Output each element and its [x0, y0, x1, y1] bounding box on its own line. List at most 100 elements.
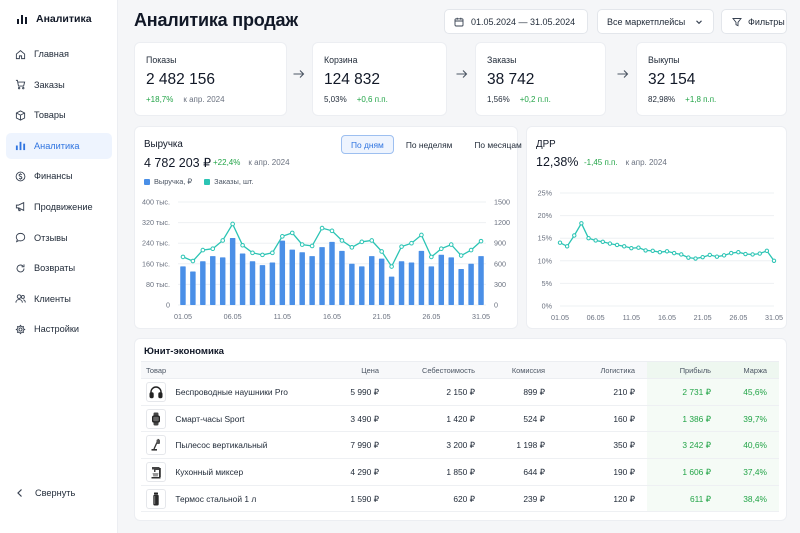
drr-point: [679, 252, 684, 257]
drr-point: [650, 248, 655, 254]
table-row[interactable]: Беспроводные наушники Pro 5 990 ₽ 2 150 …: [141, 378, 779, 406]
sidebar-item-returns[interactable]: Возвраты: [6, 255, 112, 281]
thermos-icon: [153, 492, 159, 506]
sidebar-item-clients[interactable]: Клиенты: [6, 286, 112, 312]
commission-cell: 644 ₽: [487, 458, 557, 486]
price-cell: 3 490 ₽: [319, 405, 391, 433]
y-tick-label: 5%: [542, 279, 553, 288]
table-row[interactable]: Термос стальной 1 л 1 590 ₽ 620 ₽ 239 ₽ …: [141, 485, 779, 513]
y-tick-label-right: 600: [494, 259, 506, 268]
commission-cell: 239 ₽: [487, 485, 557, 513]
orders-point: [438, 246, 444, 251]
date-range-picker[interactable]: 01.05.2024 — 31.05.2024: [444, 9, 588, 34]
marketplace-select[interactable]: Все маркетплейсы: [597, 9, 714, 34]
product-thumbnail: [146, 488, 166, 509]
funnel-rate: 82,98%: [648, 95, 676, 104]
sidebar-item-products[interactable]: Товары: [6, 102, 112, 128]
return-icon: [16, 264, 25, 273]
x-tick-label: 26.05: [729, 313, 747, 322]
commission-cell: 1 198 ₽: [487, 431, 557, 460]
revenue-title: Выручка: [144, 139, 183, 150]
table-row[interactable]: Пылесос вертикальный 7 990 ₽ 3 200 ₽ 1 1…: [141, 431, 779, 460]
drr-value: 12,38%: [536, 155, 579, 169]
sidebar-item-promotion[interactable]: Продвижение: [6, 194, 112, 220]
sidebar-item-settings[interactable]: Настройки: [6, 316, 112, 342]
tab-by-month[interactable]: По месяцам: [474, 139, 522, 150]
drr-point: [743, 251, 748, 257]
column-header-product[interactable]: Товар: [141, 361, 319, 379]
sidebar-item-label: Товары: [34, 110, 66, 121]
revenue-bar: [388, 276, 395, 305]
drr-point: [721, 253, 727, 258]
orders-point: [329, 228, 335, 234]
sidebar-item-finance[interactable]: Финансы: [6, 163, 112, 189]
gear-icon: [15, 324, 26, 335]
funnel-card-buyouts: Выкупы 32 154 82,98% +1,8 п.п.: [636, 42, 787, 116]
column-header-commission[interactable]: Комиссия: [487, 361, 557, 379]
filters-button[interactable]: Фильтры: [721, 9, 787, 34]
orders-point: [289, 230, 295, 236]
drr-point: [750, 252, 755, 257]
funnel-value: 124 832: [324, 71, 381, 88]
revenue-bar: [438, 254, 445, 305]
orders-point: [468, 247, 474, 253]
tab-by-week[interactable]: По неделям: [405, 139, 453, 150]
drr-point: [557, 240, 563, 245]
drr-line: [559, 221, 775, 262]
revenue-bar: [259, 265, 266, 305]
x-tick-label: 01.05: [174, 312, 192, 321]
sidebar-item-orders[interactable]: Заказы: [6, 72, 112, 98]
drr-point: [622, 244, 627, 249]
revenue-legend: Выручка, ₽ Заказы, шт.: [144, 177, 254, 186]
product-name: Смарт-часы Sport: [175, 413, 245, 424]
table-row[interactable]: Кухонный миксер 4 290 ₽ 1 850 ₽ 644 ₽ 19…: [141, 458, 779, 486]
unit-economics-title: Юнит-экономика: [144, 346, 224, 357]
collapse-sidebar-button[interactable]: Свернуть: [15, 488, 75, 498]
revenue-bar: [349, 263, 355, 305]
sidebar-item-home[interactable]: Главная: [6, 41, 112, 67]
column-header-logistics[interactable]: Логистика: [557, 361, 647, 379]
funnel-delta: +0,6 п.п.: [356, 95, 388, 104]
column-header-margin[interactable]: Маржа: [723, 361, 779, 379]
funnel-label: Выкупы: [648, 55, 680, 65]
profit-cell: 2 731 ₽: [647, 378, 723, 406]
bar-chart-icon: [17, 15, 27, 24]
product-thumbnail: [146, 461, 166, 482]
sidebar-item-reviews[interactable]: Отзывы: [6, 225, 112, 251]
logo[interactable]: Аналитика: [16, 13, 92, 25]
profit-cell: 611 ₽: [647, 485, 723, 513]
product-name: Беспроводные наушники Pro: [175, 386, 288, 397]
price-cell: 4 290 ₽: [319, 458, 391, 486]
orders-point: [319, 225, 325, 231]
product-cell: Смарт-часы Sport: [141, 405, 319, 433]
legend-item-revenue[interactable]: Выручка, ₽: [144, 177, 192, 186]
smartwatch-icon: [152, 412, 160, 426]
revenue-bar: [229, 238, 236, 305]
product-name: Термос стальной 1 л: [175, 493, 257, 504]
product-cell: Термос стальной 1 л: [141, 485, 319, 513]
arrow-right-icon: [617, 70, 629, 78]
drr-point: [636, 245, 641, 250]
cost-cell: 1 420 ₽: [391, 405, 487, 433]
orders-point: [409, 240, 414, 246]
chat-icon: [15, 232, 26, 243]
table-row[interactable]: Смарт-часы Sport 3 490 ₽ 1 420 ₽ 524 ₽ 1…: [141, 405, 779, 433]
box-icon: [15, 110, 26, 121]
column-header-cost[interactable]: Себестоимость: [391, 361, 487, 379]
revenue-bar: [339, 250, 345, 305]
column-header-profit[interactable]: Прибыль: [647, 361, 723, 379]
logistics-cell: 120 ₽: [557, 485, 647, 513]
filter-icon: [732, 17, 742, 26]
x-tick-label: 11.05: [274, 312, 291, 321]
legend-item-orders[interactable]: Заказы, шт.: [204, 177, 254, 186]
funnel-label: Заказы: [487, 55, 517, 65]
sidebar-item-analytics[interactable]: Аналитика: [6, 132, 112, 159]
orders-point: [309, 243, 315, 249]
cart-icon: [15, 80, 26, 90]
table-header-row: Товар Цена Себестоимость Комиссия Логист…: [141, 361, 779, 379]
product-thumbnail: [146, 435, 166, 456]
margin-cell: 38,4%: [723, 485, 779, 513]
tab-by-day[interactable]: По дням: [341, 135, 394, 154]
drr-point: [629, 245, 634, 251]
column-header-price[interactable]: Цена: [319, 361, 391, 379]
